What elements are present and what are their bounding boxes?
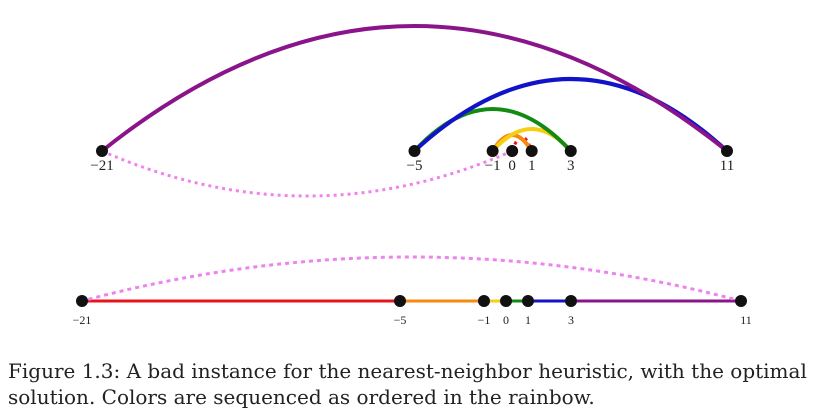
bottom-label-3: 3 [568,313,574,327]
top-label-11: 11 [720,158,734,174]
caption-line-2: solution. Colors are sequenced as ordere… [8,385,595,409]
optimal-tour-diagram: −21 −5 −1 0 1 3 11 [73,255,752,327]
bottom-label-0: 0 [503,313,509,327]
top-point-0 [506,145,519,157]
top-point-3 [564,145,577,157]
top-label-1: 1 [528,158,536,174]
bottom-point-neg5 [394,295,406,307]
top-point-neg5 [408,145,421,157]
bottom-point-1 [522,295,534,307]
bottom-point-neg1 [478,295,490,307]
bottom-edge-11-to-neg21 [81,255,742,303]
bottom-point-0 [500,295,512,307]
bottom-label-neg21: −21 [73,313,92,327]
figure-caption: Figure 1.3: A bad instance for the neare… [8,358,823,410]
bottom-label-1: 1 [525,313,531,327]
bottom-label-neg1: −1 [478,313,491,327]
bottom-label-11: 11 [740,313,752,327]
top-edge-neg21-to-0 [101,149,513,198]
top-label-neg5: −5 [407,158,423,174]
top-point-neg21 [96,145,108,157]
top-label-0: 0 [508,158,516,174]
bottom-label-neg5: −5 [394,313,407,327]
top-label-neg1: −1 [485,158,501,174]
caption-line-1: Figure 1.3: A bad instance for the neare… [8,359,807,383]
top-edge-11-to-neg21 [100,24,729,153]
bottom-point-neg21 [76,295,88,307]
bottom-point-3 [565,295,577,307]
nearest-neighbor-tour-diagram: −21 −5 −1 0 1 3 11 [90,24,734,198]
top-label-neg21: −21 [90,158,113,174]
top-point-11 [721,145,733,157]
top-label-3: 3 [567,158,575,174]
bottom-point-11 [735,295,747,307]
tour-figure: −21 −5 −1 0 1 3 11 −21 −5 −1 0 1 3 11 [73,24,752,327]
top-point-neg1 [486,145,499,157]
top-point-1 [525,145,538,157]
